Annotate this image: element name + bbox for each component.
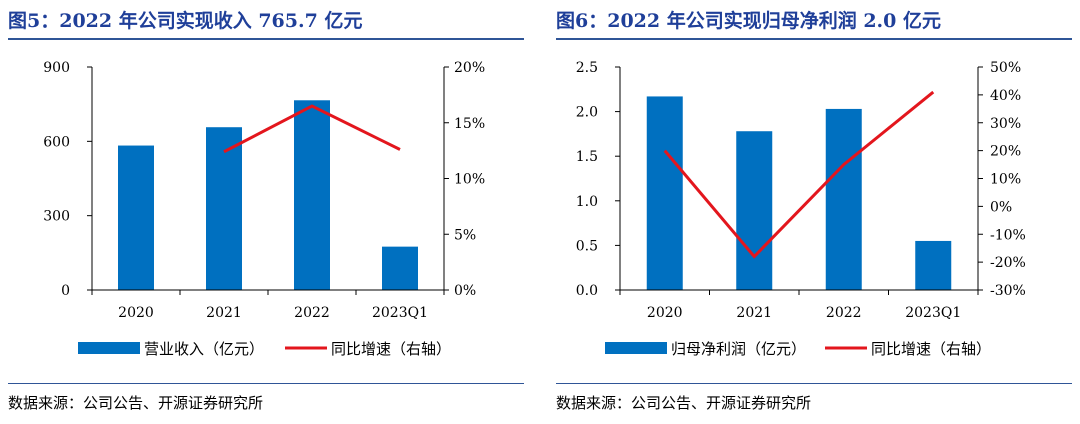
- figure-5-chart: 0 300 600 900 0% 5% 10% 15% 20% 2020 2021 2022 2023Q…: [43, 60, 485, 358]
- right-tick-label: 20%: [990, 144, 1021, 160]
- category-label: 2023Q1: [905, 305, 961, 321]
- right-tick-label: 30%: [990, 116, 1021, 132]
- legend-bar-swatch: [78, 342, 140, 354]
- bar-2023q1: [382, 246, 418, 290]
- right-tick-label: 40%: [990, 88, 1021, 104]
- left-tick-label: 2.0: [576, 105, 598, 121]
- category-label: 2021: [206, 305, 242, 321]
- figure-6-top-rule: [556, 38, 1072, 40]
- bar-2020: [646, 96, 683, 290]
- right-tick-label: 20%: [454, 60, 485, 76]
- figure-5-top-rule: [8, 38, 524, 40]
- bar-2023q1: [915, 240, 952, 290]
- right-tick-label: 0%: [454, 283, 476, 299]
- figure-5-source: 数据来源：公司公告、开源证券研究所: [8, 394, 264, 412]
- category-label: 2020: [118, 305, 154, 321]
- left-tick-label: 600: [43, 134, 70, 150]
- category-label: 2022: [826, 305, 862, 321]
- right-tick-label: -10%: [990, 227, 1026, 243]
- figure-5-panel: 图5：2022 年公司实现收入 765.7 亿元 0 300 600 900 0% 5% 1…: [0, 0, 528, 424]
- right-tick-label: 15%: [454, 116, 485, 132]
- left-tick-label: 0: [61, 283, 70, 299]
- figure-6-source: 数据来源：公司公告、开源证券研究所: [556, 394, 812, 412]
- figure-6-title: 图6：2022 年公司实现归母净利润 2.0 亿元: [556, 10, 942, 32]
- right-tick-label: 10%: [454, 172, 485, 188]
- bar-2020: [118, 145, 154, 290]
- figure-6-bottom-rule: [556, 383, 1072, 384]
- figure-5-title: 图5：2022 年公司实现收入 765.7 亿元: [8, 10, 363, 32]
- left-tick-label: 300: [43, 209, 70, 225]
- legend-line-label: 同比增速（右轴）: [871, 340, 991, 358]
- right-tick-label: -20%: [990, 255, 1026, 271]
- category-label: 2020: [647, 305, 683, 321]
- category-label: 2023Q1: [372, 305, 428, 321]
- right-tick-label: -30%: [990, 283, 1026, 299]
- bar-2021: [206, 127, 242, 291]
- category-label: 2021: [736, 305, 772, 321]
- legend-bar-label: 营业收入（亿元）: [144, 340, 264, 358]
- figure-6-chart: 0.0 0.5 1.0 1.5 2.0 2.5 -30% -20% -10% 0% 10% 20% 30…: [576, 60, 1026, 358]
- left-tick-label: 1.0: [576, 194, 598, 210]
- right-tick-label: 5%: [454, 227, 476, 243]
- left-tick-label: 2.5: [576, 60, 598, 76]
- legend-bar-swatch: [605, 342, 667, 354]
- figure-6-panel: 图6：2022 年公司实现归母净利润 2.0 亿元 0.0 0.5 1.0 1.5 2.…: [548, 0, 1076, 424]
- bar-2022: [294, 100, 330, 290]
- legend-bar-label: 归母净利润（亿元）: [671, 340, 806, 358]
- bar-2021: [736, 131, 773, 290]
- right-tick-label: 50%: [990, 60, 1021, 76]
- left-tick-label: 900: [43, 60, 70, 76]
- growth-line: [223, 104, 401, 154]
- legend-line-label: 同比增速（右轴）: [331, 340, 451, 358]
- growth-line: [663, 90, 935, 259]
- right-tick-label: 10%: [990, 172, 1021, 188]
- category-label: 2022: [294, 305, 330, 321]
- left-tick-label: 1.5: [576, 149, 598, 165]
- bar-2022: [825, 108, 862, 290]
- figure-5-bottom-rule: [8, 383, 524, 384]
- right-tick-label: 0%: [990, 199, 1012, 215]
- left-tick-label: 0.0: [576, 283, 598, 299]
- left-tick-label: 0.5: [576, 238, 598, 254]
